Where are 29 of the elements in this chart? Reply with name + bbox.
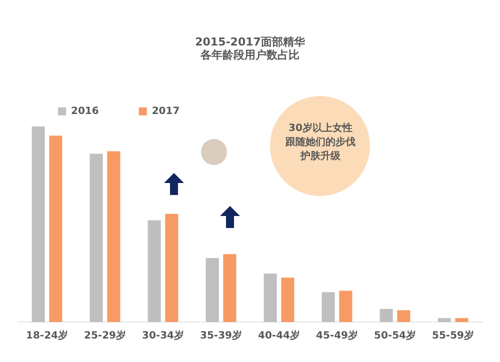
x-tick-label: 18-24岁 bbox=[26, 330, 68, 342]
bar bbox=[165, 214, 178, 322]
legend-label: 2017 bbox=[152, 106, 180, 117]
x-tick-label: 50-54岁 bbox=[374, 330, 416, 342]
x-tick-label: 30-34岁 bbox=[142, 330, 184, 342]
x-tick-label: 45-49岁 bbox=[316, 330, 358, 342]
bar bbox=[397, 310, 410, 322]
bar bbox=[281, 278, 294, 322]
bar bbox=[438, 318, 451, 322]
legend-label: 2016 bbox=[71, 106, 99, 117]
bar bbox=[380, 308, 393, 322]
bar bbox=[32, 126, 45, 322]
bar bbox=[49, 136, 62, 322]
bar bbox=[90, 154, 103, 322]
bar bbox=[339, 290, 352, 322]
bar bbox=[107, 151, 120, 322]
bar bbox=[455, 318, 468, 322]
x-tick-label: 40-44岁 bbox=[258, 330, 300, 342]
text: 各年龄段用户数占比 bbox=[200, 48, 300, 62]
x-tick-label: 25-29岁 bbox=[84, 330, 126, 342]
x-tick-label: 35-39岁 bbox=[200, 330, 242, 342]
annotation: 30岁以上女性跟随她们的步伐护肤升级 bbox=[285, 122, 356, 164]
text: 2015-2017面部精华 bbox=[195, 35, 305, 48]
x-tick-label: 55-59岁 bbox=[432, 330, 474, 342]
bar bbox=[223, 254, 236, 322]
bar bbox=[322, 292, 335, 322]
bar bbox=[206, 258, 219, 322]
bar bbox=[148, 220, 161, 322]
bar bbox=[264, 274, 277, 322]
